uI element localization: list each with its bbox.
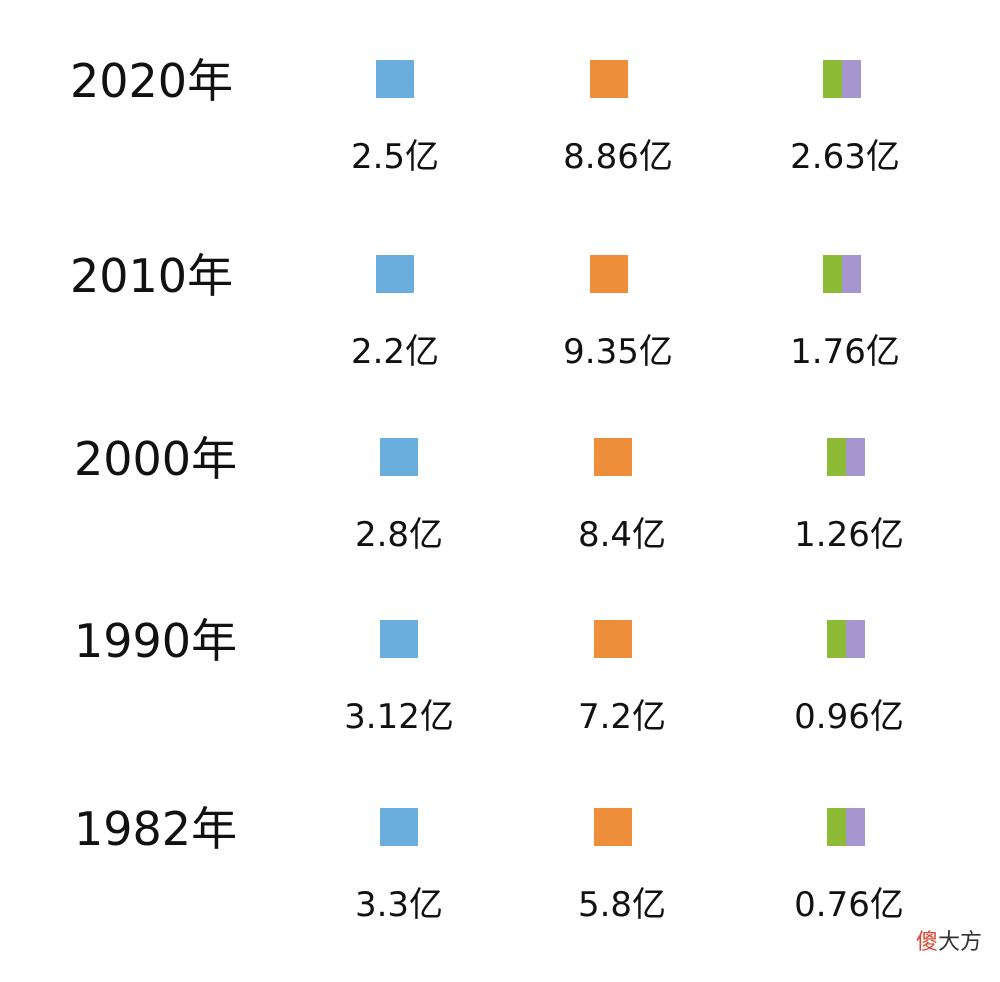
year-label: 2020年 [70,54,234,108]
year-label: 1982年 [74,802,238,856]
year-label: 1990年 [74,614,238,668]
green-purple-square [827,620,865,658]
orange-square [590,255,628,293]
value-label: 3.12亿 [344,697,454,737]
year-label: 2000年 [74,432,238,486]
orange-square [590,60,628,98]
blue-square [380,808,418,846]
value-label: 1.76亿 [790,332,900,372]
value-label: 8.4亿 [577,515,667,555]
orange-square [594,438,632,476]
value-label: 2.2亿 [350,332,440,372]
value-label: 2.8亿 [354,515,444,555]
value-label: 3.3亿 [354,885,444,925]
value-label: 8.86亿 [563,137,673,177]
green-purple-square [823,255,861,293]
value-label: 9.35亿 [563,332,673,372]
value-label: 1.26亿 [794,515,904,555]
orange-square [594,808,632,846]
green-purple-square [827,438,865,476]
blue-square [380,620,418,658]
watermark-text: 大方 [937,930,982,955]
green-purple-square [827,808,865,846]
value-label: 0.96亿 [794,697,904,737]
watermark: 傻大方 [916,924,982,956]
orange-square [594,620,632,658]
blue-square [376,60,414,98]
watermark-mark: 傻 [915,930,938,955]
value-label: 2.63亿 [790,137,900,177]
year-label: 2010年 [70,249,234,303]
value-label: 5.8亿 [577,885,667,925]
value-label: 2.5亿 [350,137,440,177]
value-label: 0.76亿 [794,885,904,925]
value-label: 7.2亿 [577,697,667,737]
green-purple-square [823,60,861,98]
blue-square [380,438,418,476]
blue-square [376,255,414,293]
